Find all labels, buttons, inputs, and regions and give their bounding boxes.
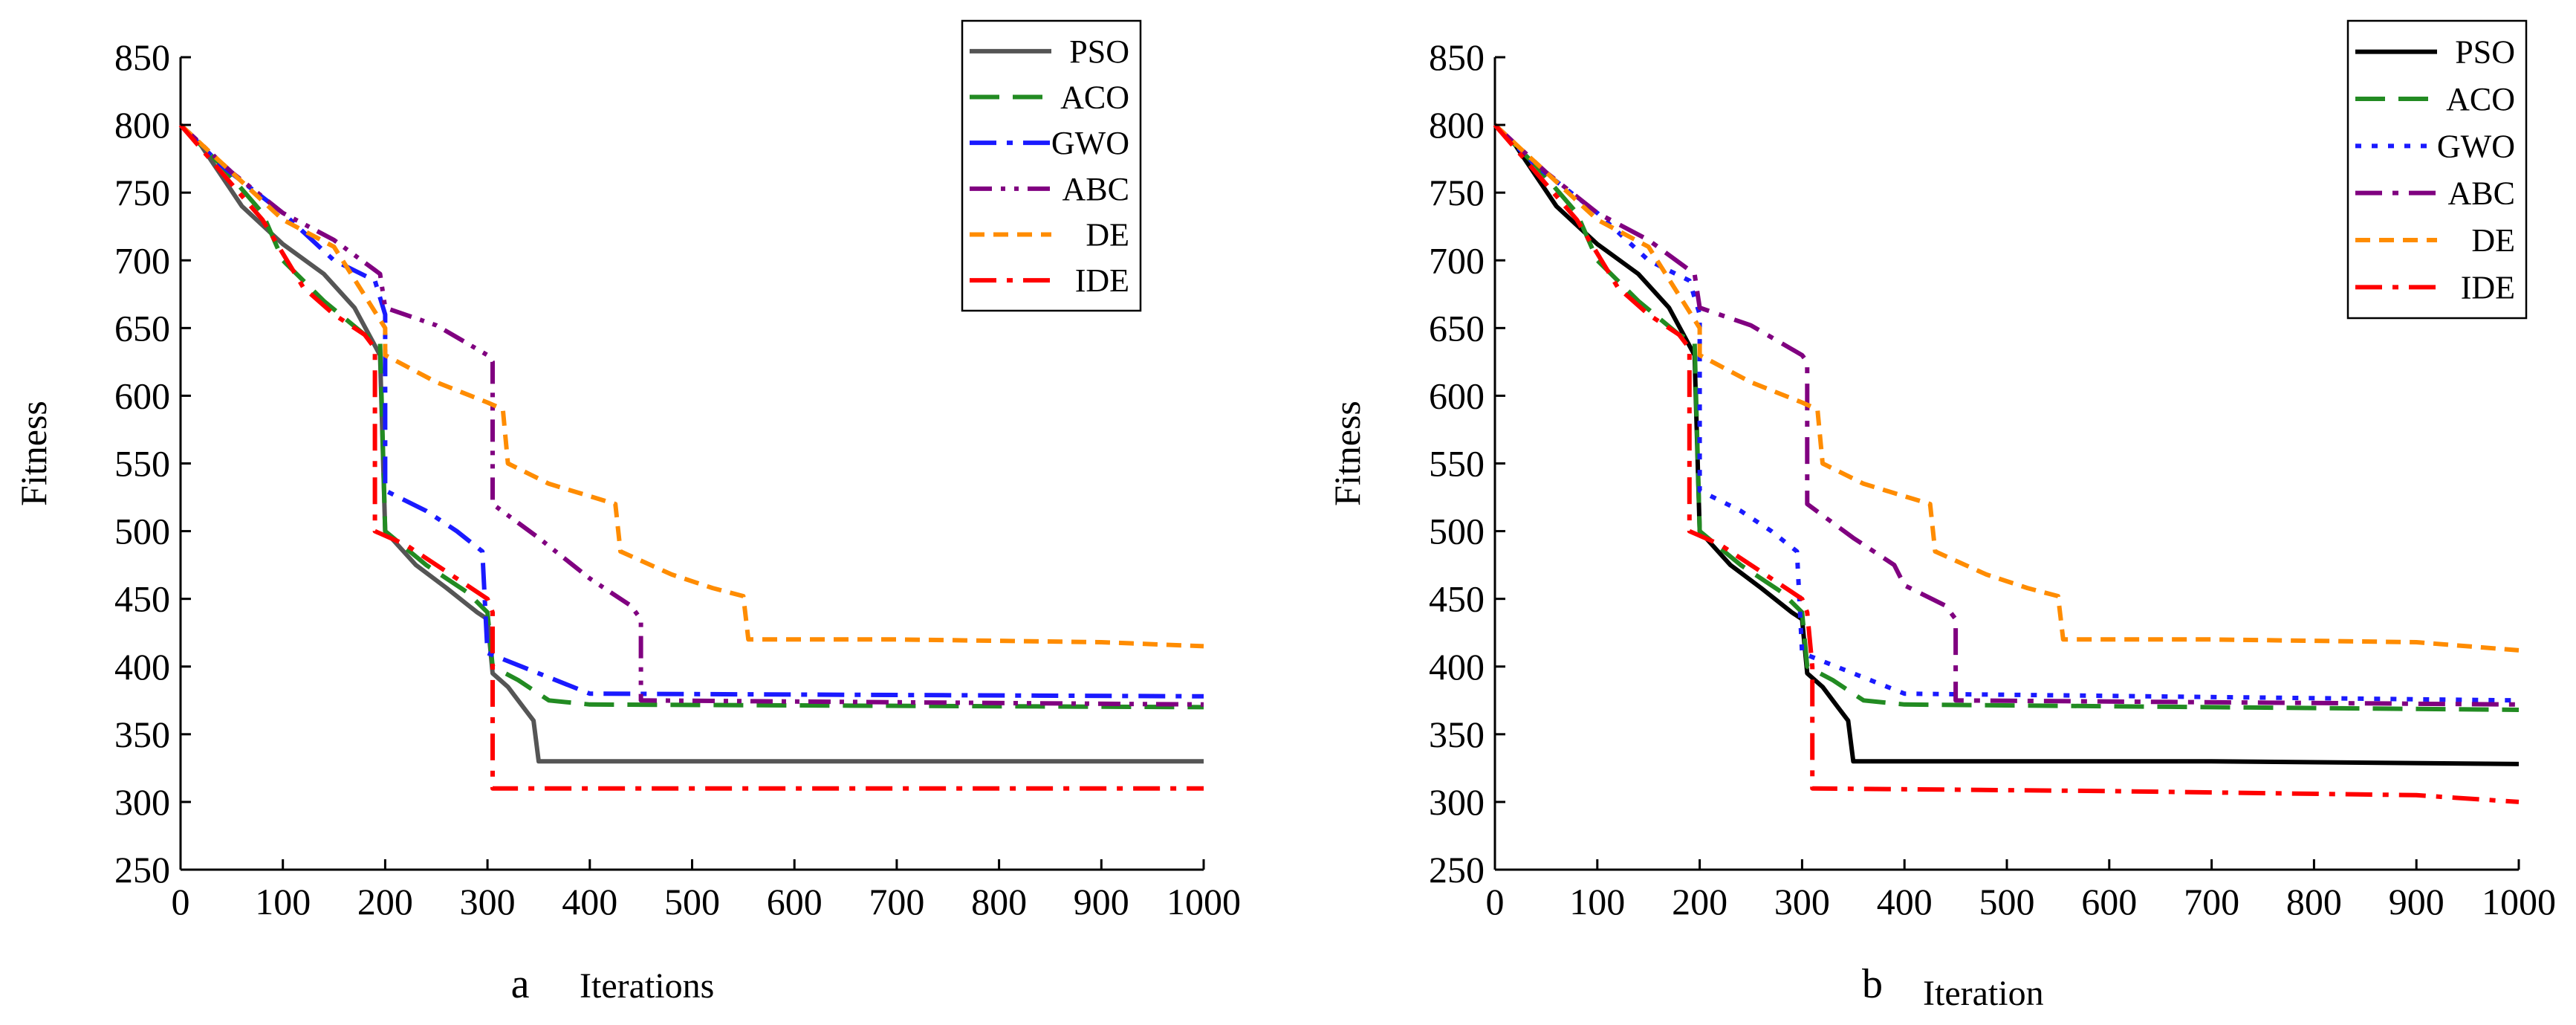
ticks-a: 0 100 200 300 400 500 600 700 800 900 1000 250 300 35… (114, 36, 1241, 922)
x-axis-label-b: Iteration (1923, 974, 2044, 1013)
x-tick-label: 0 (1486, 881, 1505, 922)
x-tick-label: 100 (1569, 881, 1625, 922)
legend-a: PSO ACO GWO ABC DE IDE (961, 19, 1142, 312)
series-line-ide (1493, 123, 2520, 804)
legend-label-aco: ACO (2446, 81, 2515, 117)
y-tick-label: 300 (1429, 781, 1485, 823)
series-line-de (1493, 123, 2520, 653)
y-tick-label: 800 (1429, 104, 1485, 146)
chart-panel-a: PSO ACO GWO ABC DE IDE 0 100 200 300 400 500 600 700… (13, 19, 1241, 1007)
x-axis-label-a: Iterations (580, 966, 714, 1006)
chart-panel-b: PSO ACO GWO ABC DE IDE 0 100 200 300 400 500 600 700… (1326, 19, 2556, 1013)
y-tick-label: 250 (1429, 849, 1485, 890)
series-line-abc (178, 123, 1204, 707)
x-tick-label: 300 (460, 881, 516, 922)
x-tick-label: 600 (2081, 881, 2137, 922)
y-tick-label: 600 (1429, 375, 1485, 416)
legend-label-gwo: GWO (2437, 128, 2515, 164)
y-tick-label: 400 (1429, 646, 1485, 688)
x-tick-label: 600 (767, 881, 823, 922)
y-tick-label: 500 (114, 511, 170, 552)
x-tick-label: 1000 (2482, 881, 2556, 922)
legend-box (961, 19, 1142, 312)
legend-label-pso: PSO (1069, 33, 1129, 70)
series-layer-a (178, 123, 1204, 791)
legend-label-abc: ABC (2448, 175, 2515, 212)
x-tick-label: 0 (172, 881, 190, 922)
y-tick-label: 800 (114, 104, 170, 146)
x-tick-label: 500 (1979, 881, 2035, 922)
legend-label-aco: ACO (1060, 80, 1129, 116)
y-tick-label: 850 (1429, 36, 1485, 78)
series-line-pso (178, 123, 1204, 764)
caption-letter-a: a (511, 961, 530, 1007)
series-line-de (178, 123, 1204, 649)
y-tick-label: 700 (1429, 239, 1485, 281)
y-tick-label: 300 (114, 781, 170, 823)
x-tick-label: 400 (562, 881, 617, 922)
y-tick-label: 850 (114, 36, 170, 78)
series-layer-b (1493, 123, 2520, 804)
legend-box (2346, 19, 2528, 320)
legend-b: PSO ACO GWO ABC DE IDE (2346, 19, 2528, 320)
y-tick-label: 650 (1429, 307, 1485, 349)
x-tick-label: 400 (1877, 881, 1933, 922)
x-tick-label: 900 (2389, 881, 2444, 922)
y-axis-label-a: Fitness (13, 401, 54, 506)
legend-label-gwo: GWO (1051, 125, 1129, 161)
series-line-pso (1493, 123, 2520, 766)
y-tick-label: 450 (1429, 578, 1485, 620)
legend-label-de: DE (1086, 217, 1129, 253)
legend-label-de: DE (2471, 222, 2515, 259)
y-axis-label-b: Fitness (1326, 401, 1368, 506)
x-tick-label: 300 (1774, 881, 1830, 922)
y-tick-label: 350 (1429, 714, 1485, 755)
y-tick-label: 500 (1429, 511, 1485, 552)
y-tick-label: 350 (114, 714, 170, 755)
legend-label-pso: PSO (2455, 34, 2515, 71)
series-line-gwo (1493, 123, 2520, 703)
x-tick-label: 100 (255, 881, 311, 922)
series-line-abc (1493, 123, 2520, 707)
y-tick-label: 450 (114, 578, 170, 620)
y-tick-label: 700 (114, 239, 170, 281)
x-tick-label: 900 (1074, 881, 1129, 922)
y-tick-label: 250 (114, 849, 170, 890)
x-tick-label: 1000 (1167, 881, 1241, 922)
x-tick-label: 700 (2184, 881, 2239, 922)
y-tick-label: 400 (114, 646, 170, 688)
y-tick-label: 750 (1429, 172, 1485, 213)
y-tick-label: 600 (114, 375, 170, 416)
ticks-b: 0 100 200 300 400 500 600 700 800 900 1000 250 300 35… (1429, 36, 2556, 922)
x-tick-label: 700 (869, 881, 924, 922)
y-tick-label: 550 (114, 443, 170, 485)
x-tick-label: 800 (2286, 881, 2342, 922)
x-tick-label: 200 (1672, 881, 1727, 922)
y-tick-label: 550 (1429, 443, 1485, 485)
y-tick-label: 750 (114, 172, 170, 213)
caption-letter-b: b (1862, 961, 1883, 1007)
x-tick-label: 200 (357, 881, 413, 922)
series-line-gwo (178, 123, 1204, 699)
legend-label-ide: IDE (2461, 269, 2515, 305)
legend-label-ide: IDE (1075, 262, 1129, 299)
y-tick-label: 650 (114, 307, 170, 349)
x-tick-label: 800 (971, 881, 1027, 922)
legend-label-abc: ABC (1062, 171, 1129, 207)
x-tick-label: 500 (664, 881, 720, 922)
